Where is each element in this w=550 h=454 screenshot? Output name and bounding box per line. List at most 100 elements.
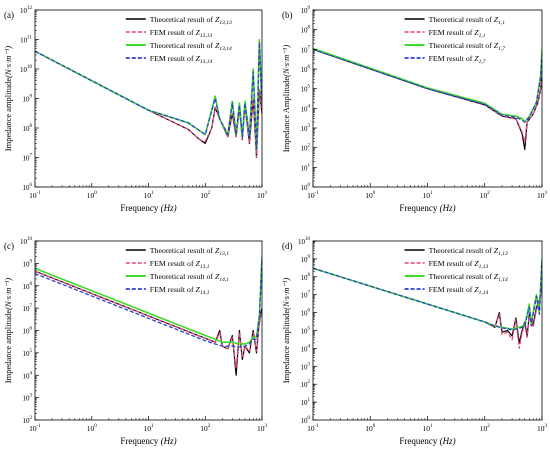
x-tick-label: 100 bbox=[87, 424, 98, 433]
x-tick-label: 103 bbox=[537, 424, 548, 433]
y-tick-label: 107 bbox=[23, 304, 33, 313]
y-tick-label: 109 bbox=[23, 95, 33, 104]
series-line-4 bbox=[35, 259, 262, 348]
series-line-2 bbox=[35, 50, 262, 159]
x-tick-label: 102 bbox=[480, 424, 491, 433]
series-line-1 bbox=[35, 50, 262, 159]
y-tick-label: 104 bbox=[301, 344, 311, 353]
x-tick-label: 10-1 bbox=[29, 191, 41, 200]
panel-label: (c) bbox=[4, 241, 14, 251]
legend-entry: Theoretical result of Z13,1 bbox=[150, 246, 229, 257]
x-tick-label: 101 bbox=[144, 191, 155, 200]
chart-panel-4: 10-1 100 101 102 103100101102103104105106107… bbox=[281, 237, 548, 446]
y-tick-label: 103 bbox=[301, 124, 311, 133]
x-tick-label: 100 bbox=[87, 191, 98, 200]
series-line-1 bbox=[313, 48, 542, 151]
legend: Theoretical result of Z1,13 FEM result of… bbox=[404, 246, 508, 296]
y-tick-label: 1010 bbox=[20, 65, 33, 74]
x-tick-label: 103 bbox=[257, 424, 268, 433]
y-tick-label: 106 bbox=[301, 65, 311, 74]
y-tick-label: 108 bbox=[23, 124, 33, 133]
x-axis-label: Frequency (Hz) bbox=[399, 203, 455, 213]
y-tick-label: 107 bbox=[23, 154, 33, 163]
x-tick-label: 10-1 bbox=[307, 191, 319, 200]
x-tick-label: 101 bbox=[144, 424, 155, 433]
y-tick-label: 1010 bbox=[20, 237, 33, 246]
y-tick-label: 107 bbox=[301, 45, 311, 54]
y-tick-label: 101 bbox=[301, 398, 311, 407]
plot-frame bbox=[312, 9, 543, 188]
y-axis-label: Impedance amplitude(N·s·m⁻¹) bbox=[3, 46, 13, 152]
legend-entry: FEM result of Z1,13 bbox=[429, 259, 489, 270]
x-tick-label: 102 bbox=[200, 424, 211, 433]
legend-entry: FEM result of Z1,7 bbox=[429, 54, 486, 65]
x-tick-label: 10-1 bbox=[307, 424, 319, 433]
legend-entry: FEM result of Z1,14 bbox=[429, 285, 489, 296]
y-tick-label: 108 bbox=[23, 282, 33, 291]
y-tick-label: 102 bbox=[301, 380, 311, 389]
y-tick-label: 108 bbox=[301, 273, 311, 282]
legend-entry: Theoretical result of Z1,1 bbox=[429, 15, 506, 26]
x-tick-label: 101 bbox=[423, 191, 434, 200]
x-tick-label: 100 bbox=[365, 424, 376, 433]
y-axis-label: Impedance amplitude(N·s·m⁻¹) bbox=[281, 278, 291, 384]
y-tick-label: 104 bbox=[301, 104, 311, 113]
legend-entry: FEM result of Z13,13 bbox=[150, 28, 213, 39]
series-line-4 bbox=[35, 41, 262, 150]
y-tick-label: 103 bbox=[301, 362, 311, 371]
x-tick-label: 103 bbox=[257, 191, 268, 200]
series-line-4 bbox=[313, 48, 542, 123]
y-tick-label: 109 bbox=[301, 6, 311, 15]
y-tick-label: 109 bbox=[301, 255, 311, 264]
y-tick-label: 106 bbox=[23, 327, 33, 336]
legend-entry: Theoretical result of Z1,7 bbox=[429, 41, 506, 52]
y-tick-label: 106 bbox=[301, 309, 311, 318]
x-axis-label: Frequency (Hz) bbox=[120, 203, 176, 213]
legend-entry: Theoretical result of Z1,14 bbox=[429, 272, 508, 283]
y-tick-label: 1011 bbox=[20, 36, 32, 45]
x-axis-label: Frequency (Hz) bbox=[399, 436, 455, 446]
y-tick-label: 105 bbox=[301, 85, 311, 94]
legend: Theoretical result of Z13,1 FEM result of… bbox=[125, 246, 229, 296]
series-line-3 bbox=[35, 38, 262, 150]
legend-entry: FEM result of Z13,14 bbox=[150, 54, 213, 65]
y-tick-label: 102 bbox=[23, 416, 33, 425]
y-tick-label: 102 bbox=[301, 144, 311, 153]
series-line-2 bbox=[35, 270, 262, 370]
y-tick-label: 104 bbox=[23, 371, 33, 380]
y-tick-label: 100 bbox=[301, 416, 311, 425]
plot-frame bbox=[34, 240, 263, 421]
legend-entry: Theoretical result of Z13,14 bbox=[150, 41, 232, 52]
plot-frame bbox=[34, 9, 263, 188]
y-tick-label: 101 bbox=[301, 163, 311, 172]
y-tick-label: 1012 bbox=[20, 6, 33, 15]
legend-entry: FEM result of Z13,1 bbox=[150, 259, 210, 270]
y-tick-label: 105 bbox=[301, 327, 311, 336]
y-tick-label: 105 bbox=[23, 349, 33, 358]
series-line-3 bbox=[313, 47, 542, 123]
series-line-3 bbox=[35, 256, 262, 345]
y-axis-label: Impedance Amplitude(N·s·m⁻¹) bbox=[281, 45, 291, 153]
chart-panel-2: 10-1 100 101 102 103100101102103104105106107… bbox=[281, 6, 548, 213]
y-tick-label: 103 bbox=[23, 394, 33, 403]
legend: Theoretical result of Z13,13 FEM result o… bbox=[125, 15, 232, 65]
y-tick-label: 1010 bbox=[298, 237, 311, 246]
x-tick-label: 102 bbox=[480, 191, 491, 200]
x-tick-label: 103 bbox=[537, 191, 548, 200]
y-tick-label: 107 bbox=[301, 291, 311, 300]
panel-label: (d) bbox=[282, 241, 293, 251]
legend: Theoretical result of Z1,1 FEM result of … bbox=[404, 15, 506, 65]
y-axis-label: Impedance amplitude(N·s·m⁻¹) bbox=[3, 278, 13, 384]
y-tick-label: 106 bbox=[23, 183, 33, 192]
series-line-3 bbox=[313, 258, 542, 330]
x-tick-label: 102 bbox=[200, 191, 211, 200]
series-line-2 bbox=[313, 267, 542, 349]
series-line-2 bbox=[313, 48, 542, 143]
x-tick-label: 101 bbox=[423, 424, 434, 433]
legend-entry: FEM result of Z14,1 bbox=[150, 285, 210, 296]
panel-label: (b) bbox=[282, 10, 293, 20]
y-tick-label: 109 bbox=[23, 259, 33, 268]
chart-panel-3: 10-1 100 101 102 103 102 103 104 105 106 107 108 109… bbox=[3, 237, 268, 446]
